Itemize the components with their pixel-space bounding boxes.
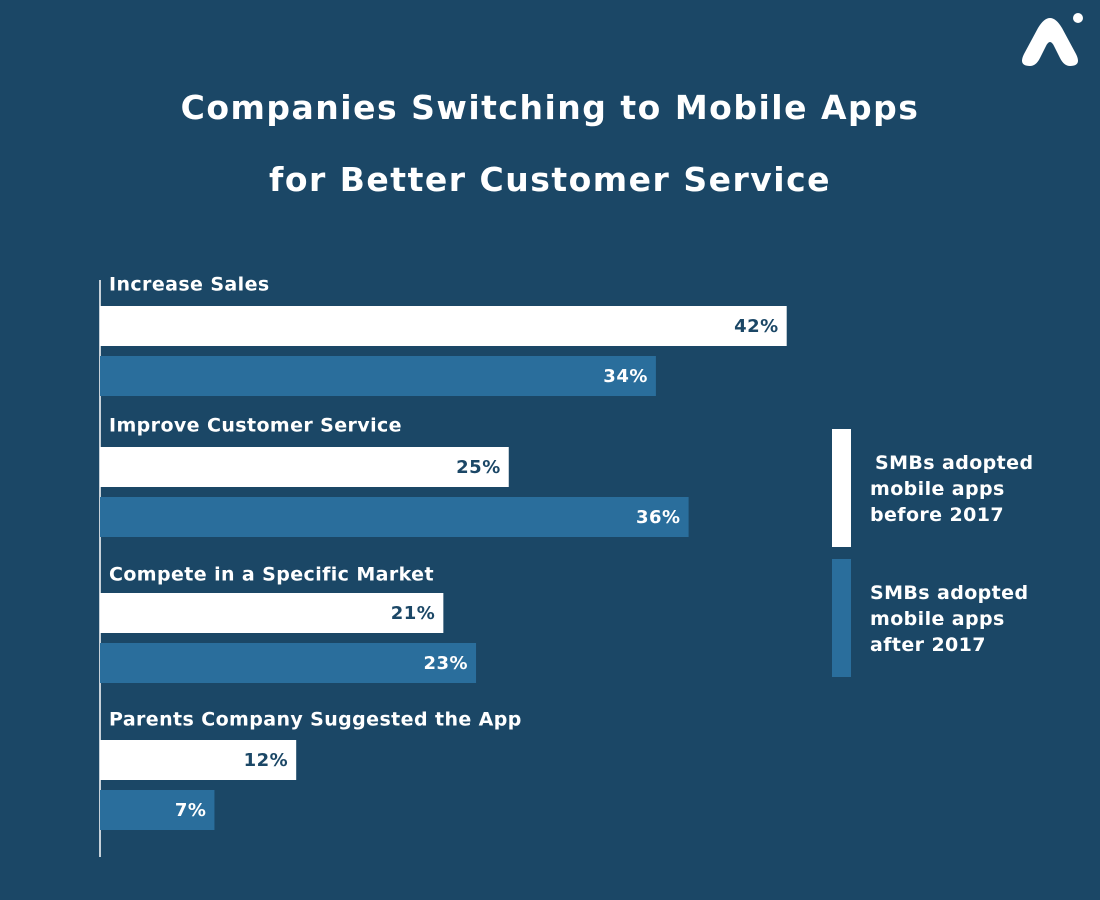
bar-value-label: 36% (636, 507, 681, 528)
legend-swatch-before-2017 (832, 429, 851, 547)
category-label: Parents Company Suggested the App (109, 709, 522, 731)
bar-value-label: 23% (423, 653, 468, 674)
category-label: Improve Customer Service (109, 415, 402, 437)
legend-before-line-1: SMBs adopted (875, 452, 1034, 474)
bar-chart: Increase Sales 42% 34% Improve Customer Ser… (99, 274, 787, 857)
category-label: Compete in a Specific Market (109, 564, 434, 586)
bar-value-label: 12% (244, 750, 289, 771)
bar (100, 790, 215, 830)
legend-label-after-2017: SMBs adopted mobile apps after 2017 (870, 580, 1090, 658)
category-label: Increase Sales (109, 274, 270, 296)
bar-value-label: 25% (456, 457, 501, 478)
bar-value-label: 34% (603, 366, 648, 387)
bar (100, 447, 509, 487)
brand-logo-icon (1022, 13, 1083, 66)
bar-value-label: 42% (734, 316, 779, 337)
legend-label-before-2017: SMBs adopted mobile apps before 2017 (870, 450, 1090, 528)
bar-value-label: 21% (391, 603, 436, 624)
legend-before-line-2: mobile apps (870, 478, 1005, 500)
chart-title-line-1: Companies Switching to Mobile Apps (180, 88, 920, 127)
bar (100, 593, 444, 633)
legend-after-line-3: after 2017 (870, 634, 986, 656)
chart-title-line-2: for Better Customer Service (268, 160, 832, 199)
legend-swatch-after-2017 (832, 559, 851, 677)
bar-value-label: 7% (175, 800, 207, 821)
bar (100, 740, 297, 780)
legend-after-line-2: mobile apps (870, 608, 1005, 630)
bar (100, 643, 477, 683)
legend-after-line-1: SMBs adopted (870, 582, 1029, 604)
bar (100, 497, 689, 537)
legend-before-line-3: before 2017 (870, 504, 1004, 526)
bar (100, 306, 787, 346)
bar (100, 356, 656, 396)
